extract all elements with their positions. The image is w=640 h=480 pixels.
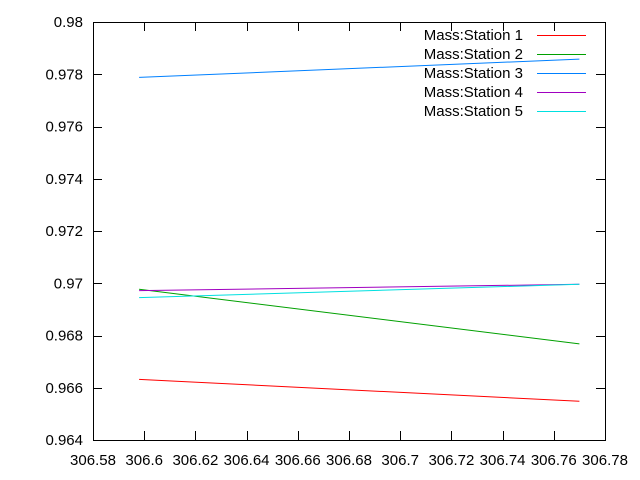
y-tick-label: 0.968	[45, 328, 83, 345]
legend-label: Mass:Station 3	[424, 65, 523, 82]
legend-label: Mass:Station 2	[424, 46, 523, 63]
x-tick-label: 306.72	[428, 452, 474, 469]
legend-label: Mass:Station 1	[424, 27, 523, 44]
tick-labels: 0.964 0.966 0.968 0.97 0.972 0.974 0.976 0.978 0…	[45, 14, 627, 469]
series-line-station-1	[139, 378, 580, 402]
y-tick-label: 0.978	[45, 66, 83, 83]
y-tick-label: 0.98	[54, 14, 83, 31]
plot-frame	[93, 22, 606, 441]
x-tick-label: 306.64	[224, 452, 270, 469]
y-tick-label: 0.97	[54, 275, 83, 292]
y-tick-label: 0.964	[45, 432, 83, 449]
x-tick-label: 306.58	[70, 452, 116, 469]
legend-label: Mass:Station 5	[424, 103, 523, 120]
x-tick-label: 306.78	[582, 452, 628, 469]
x-tick-label: 306.7	[381, 452, 419, 469]
y-tick-label: 0.966	[45, 380, 83, 397]
series-line-station-3	[139, 58, 580, 78]
x-tick-label: 306.68	[326, 452, 372, 469]
x-tick-label: 306.74	[480, 452, 526, 469]
legend: Mass:Station 1 Mass:Station 2 Mass:Station…	[424, 27, 586, 120]
legend-label: Mass:Station 4	[424, 84, 523, 101]
x-tick-label: 306.6	[125, 452, 163, 469]
series-line-station-5	[139, 283, 580, 299]
y-tick-label: 0.976	[45, 119, 83, 136]
axis-ticks	[93, 22, 606, 441]
x-tick-label: 306.62	[172, 452, 218, 469]
series-line-station-2	[139, 288, 580, 345]
series-lines	[139, 58, 580, 402]
series-line-station-4	[139, 283, 580, 292]
y-tick-label: 0.974	[45, 171, 83, 188]
x-tick-label: 306.66	[275, 452, 321, 469]
x-tick-label: 306.76	[531, 452, 577, 469]
y-tick-label: 0.972	[45, 223, 83, 240]
